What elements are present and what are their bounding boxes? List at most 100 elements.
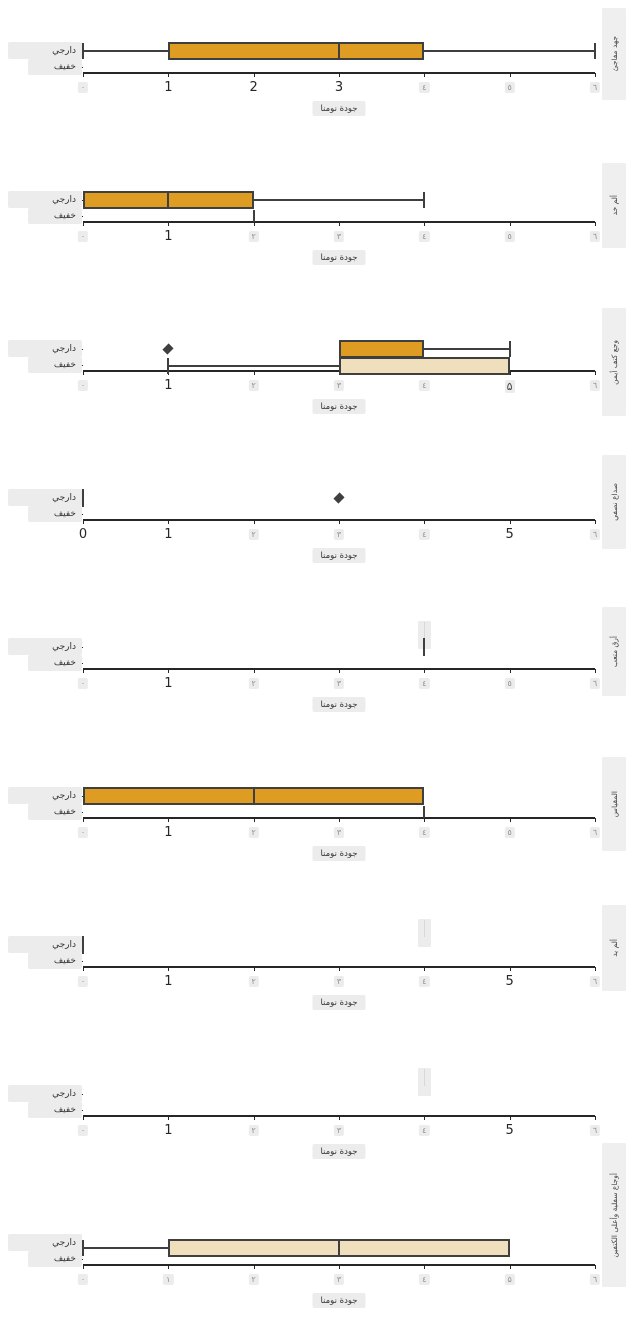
x-tick-mark-9-3 <box>338 1265 340 1269</box>
y-category-label-bottom: خفيف <box>28 208 82 224</box>
x-axis-label-1: جودة نومنا <box>312 101 366 116</box>
x-tick-mark-5-3 <box>338 669 340 673</box>
x-tick-mark-5-0 <box>83 669 84 673</box>
x-tick-mark-7-0 <box>83 967 84 971</box>
x-tick-label-8-4: ٤ <box>419 1125 430 1136</box>
x-tick-label-4-2: ٢ <box>248 529 259 540</box>
y-category-label-bottom: خفيف <box>28 1102 82 1118</box>
y-category-label-top: دارجي <box>8 1234 82 1251</box>
x-tick-mark-5-5 <box>509 669 511 673</box>
x-tick-mark-5-2 <box>253 669 255 673</box>
x-tick-label-2-3: ٣ <box>333 231 345 242</box>
x-axis-label-6: جودة نومنا <box>312 846 366 861</box>
facet-8-smudge-0 <box>418 1068 432 1096</box>
x-tick-mark-1-5 <box>509 73 511 77</box>
y-category-label-bottom: خفيف <box>28 1251 82 1267</box>
facet-label-9: أوجاع سفلية وأعلى الكتفين <box>609 1172 619 1258</box>
x-tick-label-4-0: 0 <box>78 527 88 542</box>
x-tick-mark-8-1 <box>168 1116 170 1120</box>
facet-1-box-0-cap-high <box>593 43 596 59</box>
x-tick-mark-7-5 <box>509 967 511 971</box>
x-tick-mark-7-3 <box>338 967 340 971</box>
x-tick-label-6-4: ٤ <box>419 827 430 838</box>
x-tick-mark-7-6 <box>594 967 596 971</box>
facet-label-1: جهد مفاجئ <box>609 36 619 72</box>
x-tick-mark-3-2 <box>253 371 255 375</box>
x-tick-mark-1-4 <box>424 73 426 77</box>
x-tick-mark-9-6 <box>594 1265 596 1269</box>
x-tick-mark-6-2 <box>253 818 255 822</box>
x-tick-label-1-5: ٥ <box>504 82 515 93</box>
x-tick-mark-9-0 <box>83 1265 84 1269</box>
x-tick-mark-6-1 <box>168 818 170 822</box>
facet-5-smudge-0-inner <box>424 622 426 640</box>
x-tick-mark-2-4 <box>424 222 426 226</box>
x-tick-label-5-4: ٤ <box>419 678 430 689</box>
y-category-label-top: دارجي <box>8 191 82 208</box>
x-tick-mark-4-4 <box>424 520 426 524</box>
x-tick-mark-8-3 <box>338 1116 340 1120</box>
y-category-label-bottom: خفيف <box>28 59 82 75</box>
facet-strip-4: صداع نصفي <box>602 455 626 549</box>
x-tick-label-6-5: ٥ <box>504 827 515 838</box>
x-tick-label-3-4: ٤ <box>419 380 430 391</box>
x-tick-label-3-6: ٦ <box>589 380 601 391</box>
x-tick-label-5-6: ٦ <box>589 678 601 689</box>
facet-label-7: ألم يد <box>609 939 619 957</box>
y-category-label-bottom: خفيف <box>28 953 82 969</box>
x-tick-mark-2-5 <box>509 222 511 226</box>
x-tick-mark-1-3 <box>338 73 340 77</box>
x-tick-mark-1-2 <box>253 73 255 77</box>
x-tick-label-1-6: ٦ <box>589 82 601 93</box>
x-tick-mark-4-5 <box>509 520 511 524</box>
x-tick-label-3-0: ٠ <box>77 380 89 391</box>
x-tick-label-4-5: 5 <box>505 527 514 542</box>
x-tick-label-8-3: ٣ <box>333 1125 345 1136</box>
facet-9-box-0-whisker-low <box>83 1247 169 1249</box>
x-tick-mark-4-3 <box>338 520 340 524</box>
x-tick-mark-8-0 <box>83 1116 84 1120</box>
x-tick-mark-9-1 <box>168 1265 170 1269</box>
facet-strip-1: جهد مفاجئ <box>602 8 626 100</box>
facet-label-6: المقياس <box>609 790 619 818</box>
x-tick-mark-8-2 <box>253 1116 255 1120</box>
y-category-label-bottom: خفيف <box>28 357 82 373</box>
y-category-label-top: دارجي <box>8 489 82 506</box>
facet-2-box-0-median <box>167 192 170 208</box>
facet-strip-6: المقياس <box>602 757 626 851</box>
x-tick-label-7-2: ٢ <box>248 976 259 987</box>
facet-6-box-0-median <box>252 788 255 804</box>
facet-label-5: أرق متعب <box>609 635 619 668</box>
facet-strip-5: أرق متعب <box>602 607 626 696</box>
facet-3-box-1-whisker-low <box>168 365 339 367</box>
x-tick-label-2-0: ٠ <box>77 231 89 242</box>
facet-2-box-0-cap-high <box>423 192 426 208</box>
y-category-label-top: دارجي <box>8 638 82 655</box>
x-tick-mark-1-0 <box>83 73 84 77</box>
y-category-label-bottom: خفيف <box>28 655 82 671</box>
x-tick-label-8-1: 1 <box>164 1123 173 1138</box>
x-tick-mark-6-4 <box>424 818 426 822</box>
x-tick-mark-4-1 <box>168 520 170 524</box>
facet-4-vline-0 <box>82 489 84 507</box>
x-tick-label-2-4: ٤ <box>419 231 430 242</box>
x-tick-label-9-3: ٣ <box>333 1274 345 1285</box>
facet-1-box-0-whisker-low <box>83 50 169 52</box>
x-tick-mark-9-5 <box>509 1265 511 1269</box>
x-axis-label-2: جودة نومنا <box>312 250 366 265</box>
x-tick-mark-5-4 <box>424 669 426 673</box>
x-tick-label-1-0: ٠ <box>77 82 89 93</box>
facet-strip-9: أوجاع سفلية وأعلى الكتفين <box>602 1143 626 1287</box>
x-axis-label-7: جودة نومنا <box>312 995 366 1010</box>
x-tick-mark-6-5 <box>509 818 511 822</box>
x-tick-label-4-1: 1 <box>164 527 173 542</box>
y-category-label-top: دارجي <box>8 787 82 804</box>
x-tick-mark-2-2 <box>253 222 255 226</box>
x-tick-label-7-3: ٣ <box>333 976 345 987</box>
x-tick-label-8-0: ٠ <box>77 1125 89 1136</box>
x-tick-label-9-6: ٦ <box>589 1274 601 1285</box>
x-tick-mark-5-1 <box>168 669 170 673</box>
x-tick-label-7-6: ٦ <box>589 976 601 987</box>
facet-label-2: ألم خد <box>609 195 619 216</box>
